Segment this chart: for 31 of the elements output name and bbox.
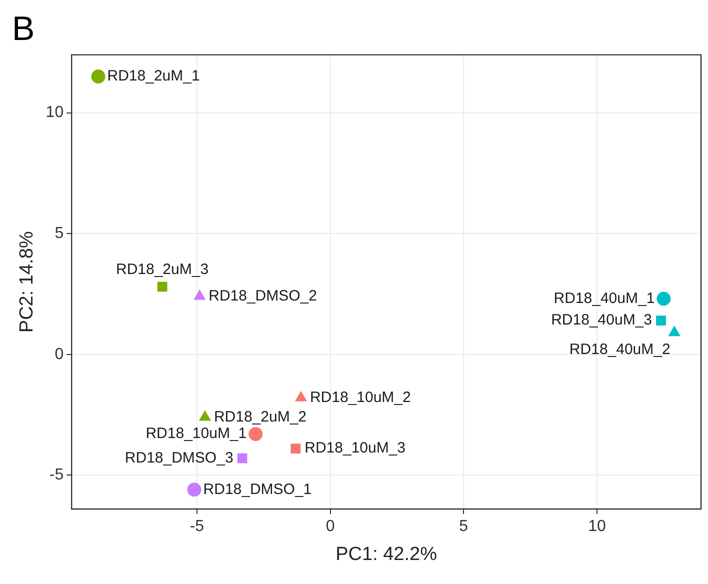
series-label: RD18_10uM_3: [304, 440, 406, 457]
series-label: RD18_2uM_3: [116, 260, 209, 278]
series-label: RD18_DMSO_1: [203, 480, 312, 498]
point: [157, 282, 168, 292]
series-label: RD18_2uM_2: [214, 408, 307, 426]
chart-title: B: [12, 10, 35, 48]
series-label: RD18_10uM_2: [310, 389, 411, 406]
y-tick-label: 5: [54, 224, 64, 242]
series-label: RD18_DMSO_2: [208, 288, 317, 305]
series-label: RD18_10uM_1: [146, 425, 247, 442]
series-label: RD18_40uM_3: [551, 312, 652, 329]
point: [656, 292, 671, 306]
x-tick-label: 0: [326, 518, 335, 536]
series-label: RD18_2uM_1: [107, 68, 200, 85]
x-tick-label: 10: [588, 518, 606, 536]
point: [290, 444, 301, 454]
point: [187, 482, 202, 497]
point: [237, 453, 248, 464]
series-label: RD18_40uM_1: [554, 290, 655, 307]
x-tick-label: -5: [190, 518, 204, 536]
y-axis-title: PC2: 14.8%: [16, 231, 38, 333]
series-label: RD18_DMSO_3: [124, 449, 234, 466]
point: [656, 316, 666, 326]
series-label: RD18_40uM_2: [569, 340, 670, 358]
y-tick-label: 10: [46, 104, 64, 122]
x-tick-label: 5: [459, 518, 468, 536]
point: [248, 427, 263, 442]
x-axis-title: PC1: 42.2%: [336, 544, 438, 565]
y-tick-label: 0: [54, 346, 64, 363]
point: [91, 70, 106, 84]
y-tick-label: -5: [49, 466, 64, 484]
